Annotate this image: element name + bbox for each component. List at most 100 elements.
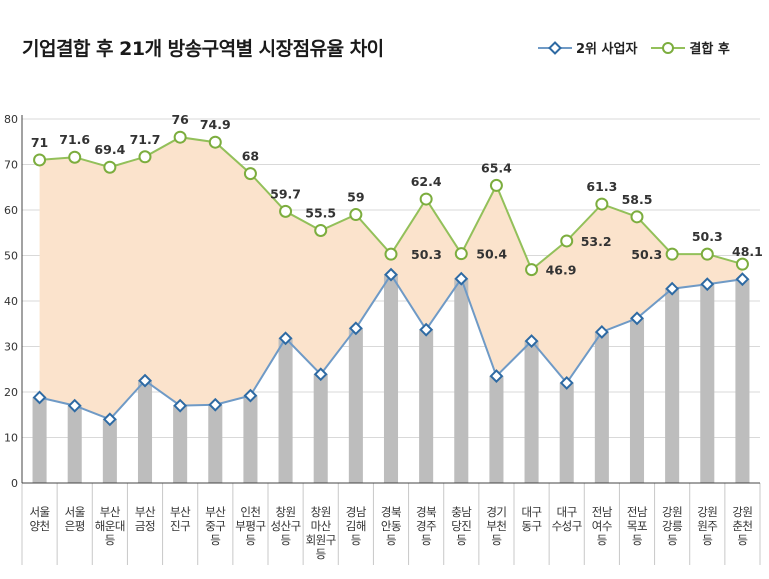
x-tick-label-line: 대구 <box>556 505 578 519</box>
bar-2nd-provider <box>137 380 153 483</box>
point-2nd-provider <box>384 267 398 282</box>
x-tick-label: 강원 원주 등 <box>689 505 725 547</box>
data-label: 48.1 <box>732 244 763 259</box>
x-tick-label-line: 원주 <box>697 519 718 533</box>
point-2nd-provider <box>32 390 47 405</box>
point-after-merger <box>700 247 714 261</box>
point-2nd-provider <box>67 398 82 413</box>
x-tick-label-line: 김해 <box>345 519 367 533</box>
x-tick-label-line: 중구 <box>205 519 226 533</box>
x-tick-label: 강원 강릉 등 <box>654 505 690 547</box>
x-tick-label-line: 서울 <box>29 505 50 519</box>
x-tick-label: 대구 동구 <box>514 505 550 533</box>
x-tick-label-line: 강원 <box>697 505 718 519</box>
x-tick-label-line: 부산 <box>170 505 191 519</box>
x-tick-label-line: 등 <box>280 533 292 547</box>
bar-2nd-provider <box>489 376 504 483</box>
x-tick-label-line: 양천 <box>29 519 50 533</box>
x-tick-label-line: 등 <box>315 547 327 561</box>
x-tick-label-line: 등 <box>667 533 678 547</box>
x-tick-label: 전남 목포 등 <box>619 505 655 547</box>
point-2nd-provider <box>138 373 152 388</box>
legend-label-series2: 결합 후 <box>689 42 730 57</box>
bar-2nd-provider <box>735 279 750 483</box>
x-tick-label: 경기 부천 등 <box>478 505 514 547</box>
x-tick-label-line: 경주 <box>416 519 437 533</box>
data-label: 62.4 <box>411 174 442 189</box>
bar-2nd-provider <box>524 341 539 483</box>
point-2nd-provider <box>348 321 363 336</box>
point-after-merger <box>489 178 503 192</box>
x-tick-label-line: 동구 <box>521 519 542 533</box>
data-label: 53.2 <box>581 234 612 249</box>
x-tick-label-line: 등 <box>631 533 643 547</box>
bar-2nd-provider <box>665 288 680 483</box>
point-after-merger <box>349 208 363 222</box>
x-tick-label: 부산 금정 <box>127 505 163 533</box>
y-tick-label: 70 <box>4 159 18 172</box>
x-tick-label-line: 강원 <box>662 505 683 519</box>
y-tick-label: 30 <box>4 341 18 354</box>
data-label: 71.7 <box>130 132 161 147</box>
y-tick-label: 60 <box>4 204 18 217</box>
point-after-merger <box>595 197 609 211</box>
x-tick-label-line: 등 <box>350 533 362 547</box>
legend-label-series1: 2위 사업자 <box>576 42 638 57</box>
bar-2nd-provider <box>67 405 82 483</box>
point-after-merger <box>208 135 222 149</box>
x-tick-label: 경북 경주 등 <box>408 505 444 547</box>
point-after-merger <box>384 247 398 261</box>
x-tick-label-line: 경기 <box>486 505 507 519</box>
bar-2nd-provider <box>419 329 434 483</box>
data-label: 71 <box>31 135 48 150</box>
x-tick-label-line: 등 <box>456 533 467 547</box>
bar-2nd-provider <box>102 419 117 483</box>
data-label: 59 <box>347 190 364 205</box>
bar-2nd-provider <box>32 397 47 483</box>
point-2nd-provider <box>454 271 469 286</box>
bar-2nd-provider <box>208 404 223 483</box>
point-2nd-provider <box>173 398 188 413</box>
point-after-merger <box>243 167 257 181</box>
data-label: 50.3 <box>692 229 723 244</box>
legend-circle-marker-icon <box>651 41 686 54</box>
x-tick-label-line: 진구 <box>170 519 191 533</box>
x-tick-label-line: 해운대 <box>94 519 126 533</box>
point-2nd-provider <box>243 388 258 403</box>
chart-title: 기업결합 후 21개 방송구역별 시장점유율 차이 <box>22 38 384 60</box>
data-label: 55.5 <box>305 205 336 220</box>
x-tick-label-line: 금정 <box>134 519 156 533</box>
legend: 2위 사업자 결합 후 <box>538 38 730 57</box>
x-tick-label: 인천 부평구 등 <box>232 505 268 547</box>
x-tick-label-line: 회원구 <box>305 533 337 547</box>
bar-2nd-provider <box>173 405 188 483</box>
bar-2nd-provider <box>348 328 363 483</box>
bar-2nd-provider <box>629 318 645 483</box>
x-tick-label-line: 수성구 <box>551 519 583 533</box>
x-tick-label-line: 등 <box>210 533 221 547</box>
point-after-merger <box>173 130 187 144</box>
x-tick-label-line: 부산 <box>134 505 156 519</box>
point-2nd-provider <box>278 331 293 346</box>
x-tick-label-line: 여수 <box>591 519 613 533</box>
bar-2nd-provider <box>559 382 574 483</box>
point-2nd-provider <box>419 322 434 337</box>
bar-2nd-provider <box>278 338 293 483</box>
x-tick-label: 창원 마산 회원구 등 <box>303 505 339 561</box>
point-2nd-provider <box>313 367 328 382</box>
point-2nd-provider <box>102 412 117 427</box>
x-tick-label-line: 부산 <box>205 505 226 519</box>
x-tick-label: 부산 해운대 등 <box>92 505 128 547</box>
data-label: 76 <box>171 112 189 127</box>
x-tick-label-line: 전남 <box>626 505 648 519</box>
point-2nd-provider <box>524 334 539 348</box>
data-label: 59.7 <box>270 186 301 201</box>
legend-item-series1: 2위 사업자 <box>538 38 637 57</box>
y-tick-label: 0 <box>11 477 18 490</box>
point-2nd-provider <box>700 277 715 292</box>
point-after-merger <box>103 160 117 174</box>
data-label: 46.9 <box>546 263 577 278</box>
x-tick-label-line: 부평구 <box>235 519 266 533</box>
x-tick-label: 대구 수성구 <box>549 505 585 533</box>
y-tick-label: 20 <box>4 386 18 399</box>
